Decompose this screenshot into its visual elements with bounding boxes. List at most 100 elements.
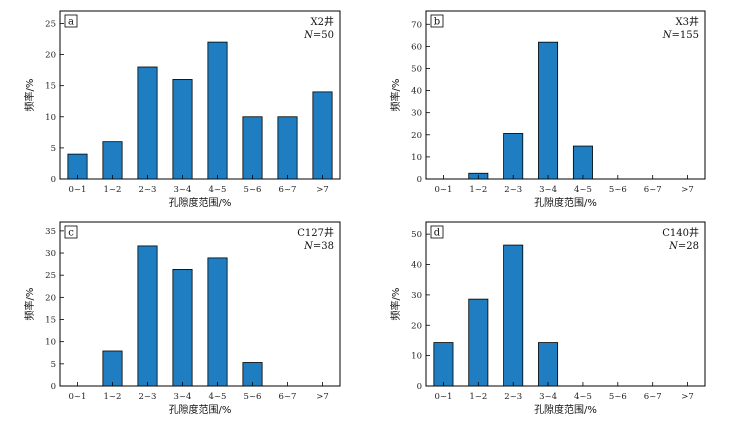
y-tick-label: 25 — [45, 271, 56, 281]
x-tick-label: 4~5 — [209, 392, 227, 402]
bar-3~4 — [538, 41, 559, 180]
y-axis-title: 频率/% — [389, 79, 402, 112]
x-tick-label: 5~6 — [244, 185, 262, 195]
plot-frame — [59, 221, 341, 387]
y-tick-label: 20 — [45, 293, 56, 303]
y-tick-label: 25 — [45, 19, 56, 29]
bar-2~3 — [137, 245, 158, 387]
well-label: X2井 — [311, 15, 334, 28]
x-tick-label: 3~4 — [174, 185, 192, 195]
y-tick-label: 10 — [411, 352, 422, 362]
y-tick-label: 60 — [411, 42, 422, 52]
x-tick-label: 4~5 — [209, 185, 227, 195]
panel-letter-box — [430, 14, 444, 28]
sample-count-label: N=50 — [303, 30, 334, 41]
x-tick-label: 2~3 — [139, 185, 157, 195]
x-tick-label: 6~7 — [279, 392, 297, 402]
x-axis-title: 孔隙度范围/% — [169, 196, 232, 209]
y-tick-label: 30 — [411, 291, 422, 301]
bar-1~2 — [102, 141, 123, 180]
y-tick-label: 20 — [411, 321, 422, 331]
y-tick-label: 10 — [45, 113, 56, 123]
x-tick-label: 2~3 — [504, 185, 522, 195]
panel-letter: c — [68, 228, 74, 239]
x-tick-label: 5~6 — [609, 392, 627, 402]
x-tick-label: >7 — [316, 185, 329, 195]
bar-0~1 — [433, 342, 454, 387]
x-tick-label: 2~3 — [139, 392, 157, 402]
well-label: C140井 — [662, 226, 699, 239]
y-tick-label: 15 — [45, 82, 56, 92]
plot-frame — [59, 10, 341, 180]
y-tick-label: 15 — [45, 316, 56, 326]
panel-letter: d — [434, 228, 441, 239]
y-tick-label: 35 — [45, 227, 56, 237]
plot-frame — [425, 221, 706, 387]
bar-3~4 — [538, 342, 559, 387]
bar-2~3 — [137, 66, 158, 180]
x-tick-label: 0~1 — [69, 185, 87, 195]
x-tick-label: 6~7 — [644, 392, 662, 402]
x-tick-label: 3~4 — [174, 392, 192, 402]
y-tick-label: 30 — [411, 109, 422, 119]
bar-1~2 — [468, 298, 489, 387]
panel-letter: b — [434, 17, 440, 28]
y-axis-title: 频率/% — [23, 288, 36, 321]
well-label: X3井 — [676, 15, 699, 28]
y-tick-label: 10 — [411, 153, 422, 163]
x-tick-label: >7 — [681, 185, 694, 195]
panel-letter-box — [430, 225, 444, 239]
y-tick-label: 0 — [417, 382, 422, 392]
sample-count-label: N=28 — [668, 241, 699, 252]
bar-2~3 — [503, 244, 524, 387]
x-tick-label: >7 — [681, 392, 694, 402]
bar-5~6 — [242, 116, 263, 180]
chart-panel-b: 0 10 20 30 40 50 60 70 0~1 1~2 2~3 3~4 4~5 5~6 6~7 >7 孔隙… — [389, 10, 706, 209]
x-tick-label: 5~6 — [244, 392, 262, 402]
bar-4~5 — [572, 145, 593, 180]
y-tick-label: 0 — [417, 175, 422, 185]
x-tick-label: 0~1 — [69, 392, 87, 402]
y-tick-label: 5 — [51, 360, 56, 370]
bar->7 — [312, 91, 333, 180]
bar-3~4 — [172, 269, 193, 387]
y-tick-label: 0 — [51, 382, 56, 392]
x-tick-label: 3~4 — [539, 185, 557, 195]
x-axis-title: 孔隙度范围/% — [534, 403, 597, 416]
sample-count-label: N=155 — [662, 30, 699, 41]
y-tick-label: 5 — [51, 144, 56, 154]
x-tick-label: 3~4 — [539, 392, 557, 402]
chart-panel-a: 0 5 10 15 20 25 0~1 1~2 2~3 3~4 4~5 5~6 6~7 >7 孔隙度范围/%… — [23, 10, 341, 209]
x-tick-label: 2~3 — [504, 392, 522, 402]
x-axis-title: 孔隙度范围/% — [169, 403, 232, 416]
bar-4~5 — [207, 257, 228, 387]
y-tick-label: 50 — [411, 230, 422, 240]
chart-panel-d: 0 10 20 30 40 50 0~1 1~2 2~3 3~4 4~5 5~6 6~7 >7 孔隙度范围/… — [389, 221, 706, 416]
y-tick-label: 30 — [45, 249, 56, 259]
x-tick-label: 1~2 — [104, 185, 122, 195]
y-tick-label: 70 — [411, 20, 422, 30]
bar-3~4 — [172, 79, 193, 180]
bar-2~3 — [503, 133, 524, 180]
x-tick-label: 1~2 — [104, 392, 122, 402]
panel-letter-box — [64, 14, 78, 28]
well-label: C127井 — [297, 226, 334, 239]
x-tick-label: 4~5 — [574, 392, 592, 402]
y-tick-label: 0 — [51, 175, 56, 185]
bar-1~2 — [102, 350, 123, 387]
x-tick-label: 1~2 — [469, 392, 487, 402]
y-axis-title: 频率/% — [389, 288, 402, 321]
x-axis-title: 孔隙度范围/% — [534, 196, 597, 209]
y-tick-label: 40 — [411, 261, 422, 271]
bar-6~7 — [277, 116, 298, 180]
y-tick-label: 20 — [45, 51, 56, 61]
x-tick-label: 5~6 — [609, 185, 627, 195]
x-tick-label: 0~1 — [434, 392, 452, 402]
x-tick-label: 0~1 — [434, 185, 452, 195]
sample-count-label: N=38 — [303, 241, 334, 252]
x-tick-label: 4~5 — [574, 185, 592, 195]
chart-panel-c: 0 5 10 15 20 25 30 35 0~1 1~2 2~3 3~4 4~5 5~6 6~7 >7 孔隙度… — [23, 221, 341, 416]
x-tick-label: 1~2 — [469, 185, 487, 195]
x-tick-label: 6~7 — [644, 185, 662, 195]
